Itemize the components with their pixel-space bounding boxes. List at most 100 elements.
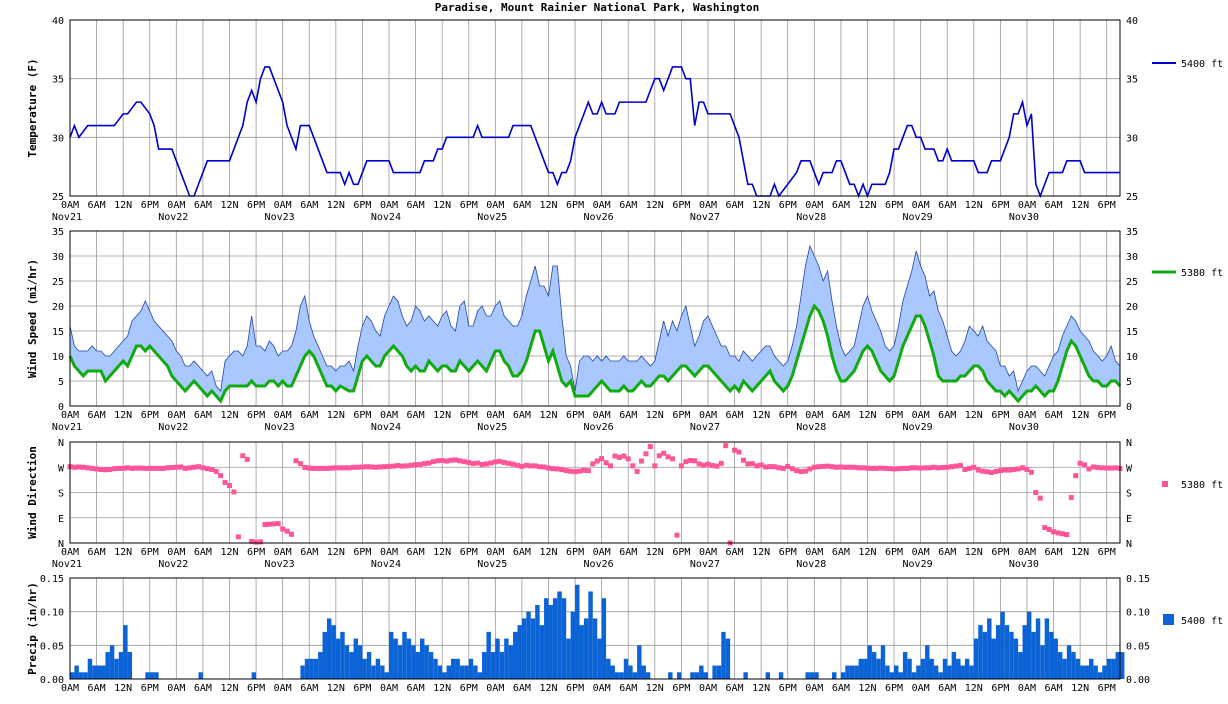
precip-bar bbox=[951, 652, 957, 679]
wind-direction-point bbox=[382, 464, 388, 470]
wind-direction-point bbox=[1077, 460, 1083, 466]
precip-bar bbox=[424, 645, 429, 679]
wind-gust-line bbox=[69, 244, 1121, 393]
precip-bar bbox=[83, 672, 88, 679]
precip-bar bbox=[375, 658, 381, 679]
precip-bar bbox=[1013, 638, 1019, 679]
temp-day-label: Nov27 bbox=[690, 212, 720, 223]
dir-day-label: Nov27 bbox=[690, 559, 720, 570]
precip-bar bbox=[504, 638, 509, 679]
wind-direction-point bbox=[918, 465, 924, 471]
dir-xtick: 12N bbox=[1071, 547, 1089, 558]
wind-xtick: 6PM bbox=[1098, 410, 1116, 421]
wind-direction-point bbox=[537, 464, 543, 470]
wind-direction-point bbox=[922, 465, 928, 471]
wind-direction-point bbox=[568, 468, 574, 474]
precip-bar bbox=[114, 658, 119, 679]
wind-direction-point bbox=[244, 456, 250, 462]
precip-bar bbox=[805, 672, 810, 679]
precip-bar bbox=[929, 658, 934, 679]
temp-ytick-right: 25 bbox=[1126, 192, 1138, 203]
wind-direction-point bbox=[448, 457, 454, 463]
wind-xtick: 6PM bbox=[672, 410, 690, 421]
temp-xtick: 12N bbox=[858, 200, 876, 211]
precip-bar bbox=[344, 645, 350, 679]
wind-direction-point bbox=[151, 465, 157, 471]
wind-direction-point bbox=[284, 528, 290, 534]
wind-direction-point bbox=[718, 460, 724, 466]
wind-direction-point bbox=[1015, 466, 1021, 472]
precip-bar bbox=[406, 638, 412, 679]
temp-xtick: 0AM bbox=[593, 200, 611, 211]
dir-xtick: 0AM bbox=[274, 547, 292, 558]
temp-xtick: 0AM bbox=[167, 200, 185, 211]
precip-xtick: 6AM bbox=[619, 683, 637, 694]
precip-frame bbox=[69, 577, 1121, 680]
wind-direction-point bbox=[390, 463, 396, 469]
precip-xtick: 0AM bbox=[486, 683, 504, 694]
wind-ytick-left: 20 bbox=[52, 302, 64, 313]
precip-bar bbox=[871, 652, 877, 679]
wind-direction-point bbox=[222, 479, 228, 485]
wind-direction-point bbox=[563, 468, 569, 474]
wind-day-label: Nov23 bbox=[265, 422, 295, 433]
wind-direction-point bbox=[364, 464, 370, 470]
wind-direction-point bbox=[169, 465, 175, 471]
wind-direction-point bbox=[616, 454, 622, 460]
wind-xtick: 12N bbox=[858, 410, 876, 421]
wind-direction-point bbox=[723, 443, 729, 449]
wind-direction-point bbox=[1113, 465, 1119, 471]
wind-direction-point bbox=[736, 449, 742, 455]
dir-xtick: 12N bbox=[433, 547, 451, 558]
precip-bar bbox=[1053, 638, 1058, 679]
wind-xtick: 6AM bbox=[619, 410, 637, 421]
wind-direction-point bbox=[984, 469, 990, 475]
wind-direction-point bbox=[302, 465, 308, 471]
precip-xtick: 12N bbox=[539, 683, 557, 694]
precip-bar bbox=[499, 652, 505, 679]
wind-ytick-right: 10 bbox=[1126, 352, 1138, 363]
wind-direction-point bbox=[395, 463, 401, 469]
precip-bar bbox=[1009, 631, 1014, 679]
wind-direction-point bbox=[1086, 466, 1092, 472]
wind-direction-point bbox=[966, 465, 972, 471]
wind-direction-point bbox=[634, 468, 640, 474]
precip-xtick: 6PM bbox=[460, 683, 478, 694]
wind-direction-point bbox=[408, 462, 414, 468]
precip-xtick: 0AM bbox=[593, 683, 611, 694]
wind-direction-point bbox=[612, 453, 618, 459]
precip-bar bbox=[109, 645, 115, 679]
wind-direction-point bbox=[670, 456, 676, 462]
wind-direction-point bbox=[85, 465, 91, 471]
precip-bar bbox=[309, 658, 314, 679]
precip-bar bbox=[313, 658, 319, 679]
precip-bar bbox=[78, 672, 84, 679]
wind-xtick: 0AM bbox=[274, 410, 292, 421]
wind-direction-point bbox=[603, 460, 609, 466]
wind-direction-point bbox=[120, 465, 126, 471]
wind-xtick: 0AM bbox=[1018, 410, 1036, 421]
wind-day-label: Nov24 bbox=[371, 422, 401, 433]
precip-bar bbox=[610, 665, 615, 679]
precip-bar bbox=[942, 658, 948, 679]
dir-ytick-left: S bbox=[58, 489, 64, 500]
precip-ytick-right: 0.15 bbox=[1126, 574, 1150, 585]
dir-xtick: 6AM bbox=[300, 547, 318, 558]
temp-xtick: 12N bbox=[965, 200, 983, 211]
wind-xtick: 6PM bbox=[141, 410, 159, 421]
wind-xtick: 12N bbox=[1071, 410, 1089, 421]
dir-legend-label: 5380 ft bbox=[1181, 480, 1223, 491]
precip-bar bbox=[561, 598, 567, 679]
dir-xtick: 6PM bbox=[460, 547, 478, 558]
precip-bar bbox=[920, 658, 926, 679]
precip-bar bbox=[592, 618, 598, 679]
precip-bar bbox=[597, 638, 602, 679]
precip-bar bbox=[712, 665, 717, 679]
dir-day-label: Nov26 bbox=[584, 559, 614, 570]
precip-bar bbox=[552, 598, 558, 679]
wind-direction-point bbox=[665, 454, 671, 460]
temp-ytick-right: 35 bbox=[1126, 75, 1138, 86]
precip-bar bbox=[335, 638, 341, 679]
temp-xtick: 6PM bbox=[672, 200, 690, 211]
temp-xtick: 0AM bbox=[912, 200, 930, 211]
